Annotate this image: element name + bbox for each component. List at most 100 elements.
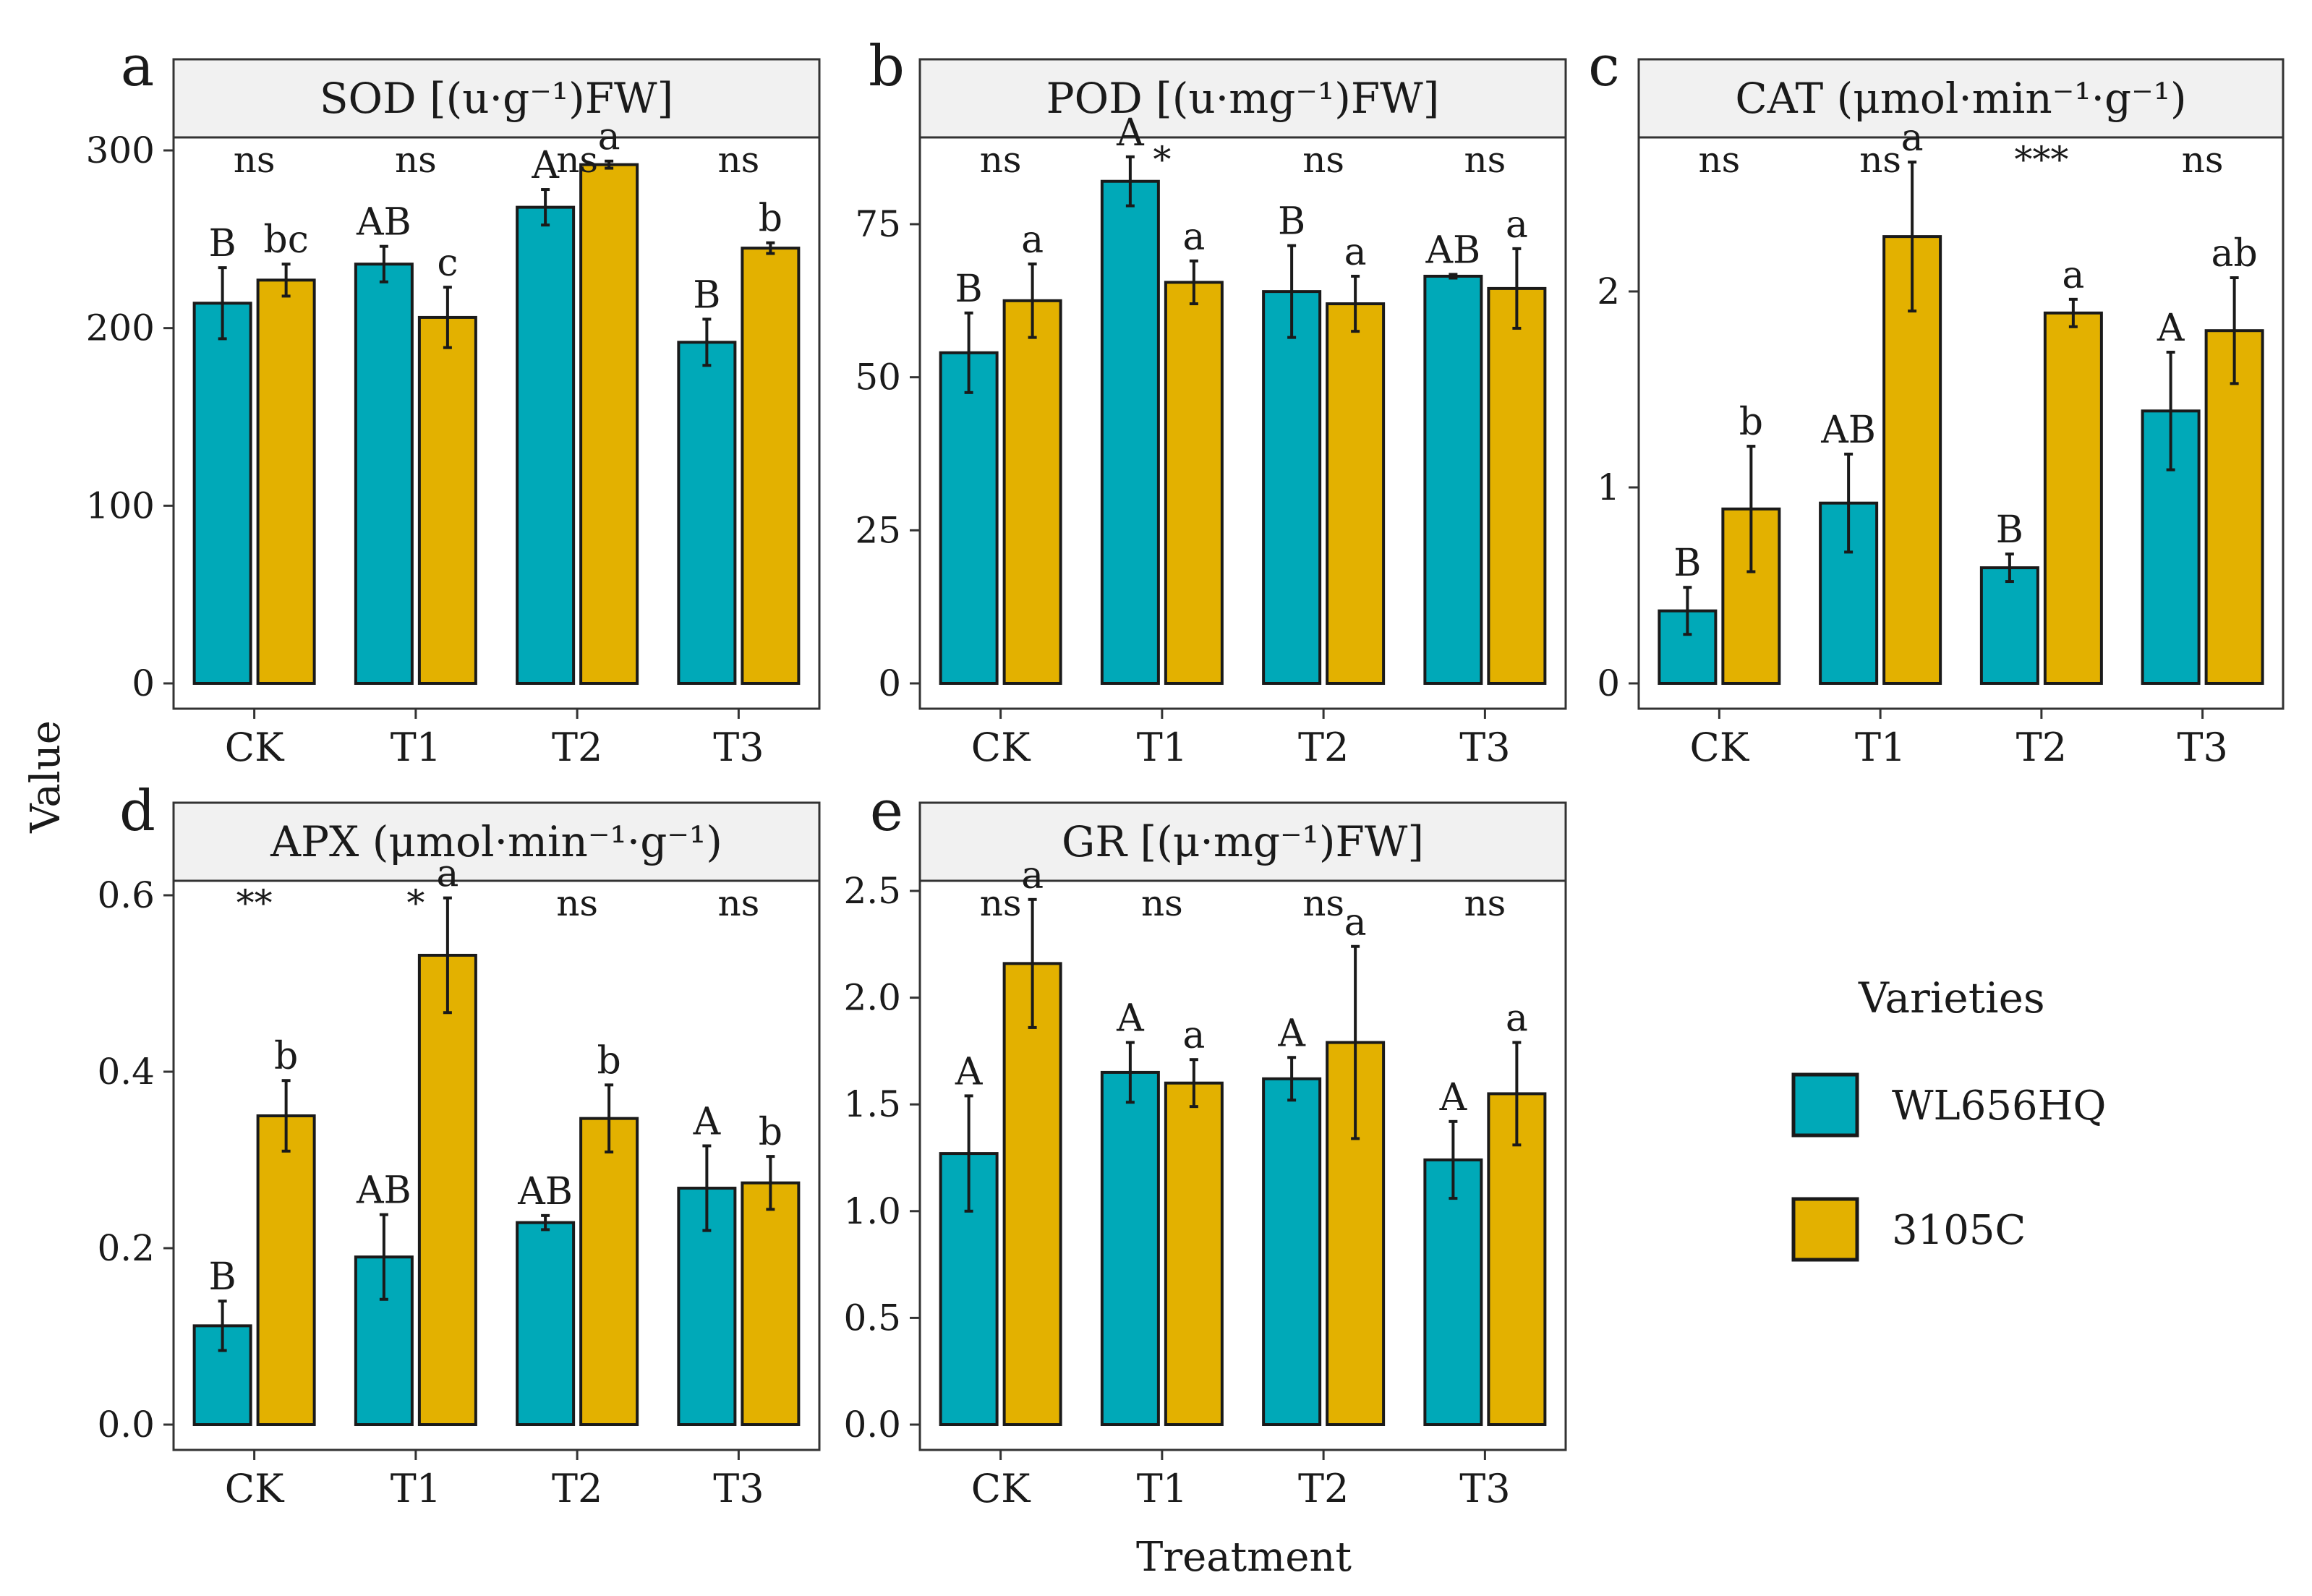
bar-d-T1-3105C xyxy=(417,953,477,1426)
significance-d-T3: ns xyxy=(717,882,759,924)
significance-a-T1: ns xyxy=(395,139,437,181)
letter-label-c-T1-3105C: a xyxy=(1901,116,1924,160)
letter-label-e-CK-WL656HQ: A xyxy=(955,1050,984,1093)
significance-c-T2: *** xyxy=(2014,139,2068,181)
legend-label-3105c: 3105C xyxy=(1892,1207,2026,1254)
plot-frame-e xyxy=(918,879,1567,1451)
y-tick-label-a-0: 0 xyxy=(132,662,155,704)
letter-label-a-T1-3105C: c xyxy=(437,242,458,285)
bar-a-T3-3105C xyxy=(741,247,801,686)
x-axis-label: Treatment xyxy=(1136,1534,1352,1581)
panel-strip-c xyxy=(1637,58,2285,139)
panel-letter-c: c xyxy=(1588,34,1620,99)
y-tick-label-e-2: 1.0 xyxy=(843,1190,901,1232)
significance-a-T2: ns xyxy=(556,139,598,181)
legend-swatch-wl656hq xyxy=(1791,1072,1859,1138)
panel-title-b: POD [(u·mg⁻¹)FW] xyxy=(1046,74,1440,123)
x-tick-label-a-2: T2 xyxy=(552,725,602,770)
bar-a-T1-3105C xyxy=(417,315,477,685)
bar-a-CK-WL656HQ xyxy=(192,302,252,686)
x-tick-label-a-3: T3 xyxy=(713,725,764,770)
letter-label-e-T2-3105C: a xyxy=(1344,901,1367,944)
letter-label-b-T1-3105C: a xyxy=(1182,215,1205,259)
panel-title-e: GR [(μ·mg⁻¹)FW] xyxy=(1062,817,1424,866)
significance-a-T3: ns xyxy=(717,139,759,181)
letter-label-d-T1-WL656HQ: AB xyxy=(356,1169,411,1213)
significance-c-T1: ns xyxy=(1859,139,1901,181)
letter-label-a-T3-WL656HQ: B xyxy=(693,273,720,317)
x-tick-label-e-1: T1 xyxy=(1137,1466,1187,1511)
y-tick-label-e-5: 2.5 xyxy=(843,870,901,912)
bar-b-T2-3105C xyxy=(1326,302,1386,686)
letter-label-e-T1-3105C: a xyxy=(1182,1014,1205,1057)
significance-b-T1: * xyxy=(1153,139,1171,181)
x-tick-label-a-0: CK xyxy=(225,725,285,770)
letter-label-c-T2-WL656HQ: B xyxy=(1996,508,2023,552)
significance-e-CK: ns xyxy=(980,882,1022,924)
y-tick-label-b-0: 0 xyxy=(878,662,901,704)
plot-frame-a xyxy=(172,136,821,710)
bar-d-T2-3105C xyxy=(579,1117,639,1427)
plot-frame-d xyxy=(172,879,821,1451)
significance-b-CK: ns xyxy=(980,139,1022,181)
letter-label-d-T2-3105C: b xyxy=(597,1039,620,1083)
letter-label-d-T3-WL656HQ: A xyxy=(693,1100,722,1143)
letter-label-d-T2-WL656HQ: AB xyxy=(517,1170,573,1213)
panel-e: e GR [(μ·mg⁻¹)FW]0.00.51.01.52.02.5CKAans… xyxy=(843,779,1567,1511)
significance-e-T2: ns xyxy=(1302,882,1344,924)
panel-title-d: APX (μmol·min⁻¹·g⁻¹) xyxy=(270,817,722,866)
x-tick-label-c-1: T1 xyxy=(1855,725,1906,770)
panel-c: c CAT (μmol·min⁻¹·g⁻¹)012CKBbnsT1ABansT2B… xyxy=(1588,34,2285,770)
bar-e-T3-3105C xyxy=(1487,1092,1547,1426)
y-tick-label-e-1: 0.5 xyxy=(843,1297,901,1339)
bar-e-CK-3105C xyxy=(1002,962,1062,1427)
x-tick-label-a-1: T1 xyxy=(391,725,441,770)
y-tick-label-e-3: 1.5 xyxy=(843,1083,901,1125)
x-tick-label-b-2: T2 xyxy=(1298,725,1349,770)
significance-d-CK: ** xyxy=(236,882,273,924)
legend-label-wl656hq: WL656HQ xyxy=(1892,1083,2106,1130)
panel-letter-b: b xyxy=(869,34,905,99)
y-tick-label-d-0: 0.0 xyxy=(97,1404,155,1446)
letter-label-c-T2-3105C: a xyxy=(2062,254,2084,297)
bar-e-T1-3105C xyxy=(1164,1081,1224,1427)
bar-c-T2-3105C xyxy=(2043,311,2103,685)
plot-frame-b xyxy=(918,136,1567,710)
panel-title-c: CAT (μmol·min⁻¹·g⁻¹) xyxy=(1735,74,2186,123)
bar-b-CK-3105C xyxy=(1002,299,1062,686)
y-tick-label-b-3: 75 xyxy=(855,203,901,245)
x-tick-label-d-2: T2 xyxy=(552,1466,602,1511)
bar-d-T3-3105C xyxy=(741,1181,801,1426)
significance-e-T1: ns xyxy=(1141,882,1183,924)
x-tick-label-b-0: CK xyxy=(971,725,1031,770)
legend: Varieties WL656HQ 3105C xyxy=(1791,973,2106,1262)
bar-e-T3-WL656HQ xyxy=(1423,1158,1483,1427)
letter-label-b-T2-3105C: a xyxy=(1344,231,1367,274)
letter-label-d-T1-3105C: a xyxy=(436,853,458,896)
letter-label-b-T1-WL656HQ: A xyxy=(1116,111,1145,155)
panel-letter-d: d xyxy=(119,779,155,844)
bar-c-T2-WL656HQ xyxy=(1979,566,2039,685)
significance-b-T2: ns xyxy=(1302,139,1344,181)
bar-b-T1-3105C xyxy=(1164,281,1224,685)
y-tick-label-c-2: 2 xyxy=(1597,270,1620,312)
letter-label-e-T3-WL656HQ: A xyxy=(1439,1076,1468,1119)
x-tick-label-c-2: T2 xyxy=(2016,725,2067,770)
bar-a-T1-WL656HQ xyxy=(354,263,414,685)
plot-frame-c xyxy=(1637,136,2285,710)
y-tick-label-e-4: 2.0 xyxy=(843,977,901,1019)
x-tick-label-d-0: CK xyxy=(225,1466,285,1511)
bar-b-T3-3105C xyxy=(1487,286,1547,685)
y-tick-label-d-2: 0.4 xyxy=(97,1051,155,1093)
y-tick-label-b-2: 50 xyxy=(855,357,901,398)
panel-letter-a: a xyxy=(121,34,155,99)
y-tick-label-a-1: 100 xyxy=(86,485,155,526)
letter-label-a-T1-WL656HQ: AB xyxy=(356,201,411,244)
letter-label-a-T3-3105C: b xyxy=(759,197,782,241)
significance-d-T1: * xyxy=(406,882,425,924)
letter-label-d-CK-3105C: b xyxy=(274,1035,298,1078)
letter-label-a-T2-WL656HQ: A xyxy=(531,144,560,187)
